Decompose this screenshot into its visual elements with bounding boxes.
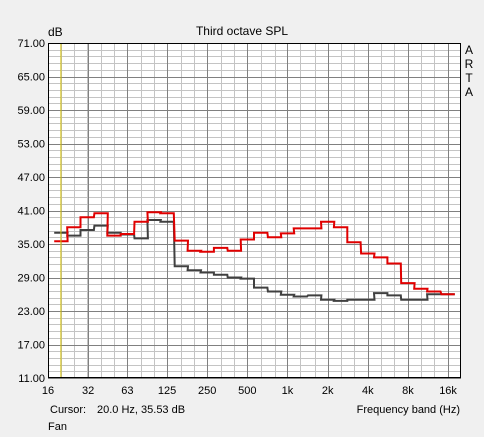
y-tick-label: 11.00 bbox=[18, 373, 45, 385]
x-tick-labels: 16 32 63 125 250 500 1k 2k 4k 8k 16k bbox=[42, 385, 458, 397]
y-tick-label: 29.00 bbox=[17, 273, 45, 285]
series-group bbox=[54, 211, 455, 302]
x-tick-label: 16 bbox=[42, 385, 54, 397]
x-tick-label: 32 bbox=[82, 385, 94, 397]
cursor-readout: 20.0 Hz, 35.53 dB bbox=[97, 404, 186, 416]
y-tick-label: 59.00 bbox=[17, 105, 45, 117]
y-tick-label: 71.00 bbox=[17, 38, 45, 50]
x-tick-label: 125 bbox=[158, 385, 176, 397]
grid-lines bbox=[48, 43, 461, 379]
y-tick-labels: 71.00 65.00 59.00 53.00 47.00 41.00 35.00 29.00… bbox=[17, 38, 45, 385]
arta-watermark: ARTA bbox=[464, 43, 474, 99]
x-tick-label: 4k bbox=[362, 385, 374, 397]
x-tick-label: 500 bbox=[238, 385, 256, 397]
y-tick-label: 65.00 bbox=[17, 72, 45, 84]
measurement-name: Fan bbox=[48, 421, 67, 433]
x-tick-label: 250 bbox=[198, 385, 216, 397]
x-tick-label: 8k bbox=[402, 385, 414, 397]
cursor-label: Cursor: bbox=[50, 404, 87, 416]
x-tick-label: 63 bbox=[121, 385, 133, 397]
x-tick-label: 1k bbox=[282, 385, 294, 397]
y-tick-label: 53.00 bbox=[17, 139, 45, 151]
y-tick-label: 17.00 bbox=[17, 340, 45, 352]
y-axis-label: dB bbox=[48, 25, 63, 39]
y-tick-label: 41.00 bbox=[17, 206, 45, 218]
y-tick-label: 35.00 bbox=[17, 239, 45, 251]
y-tick-label: 23.00 bbox=[17, 306, 45, 318]
plot-background bbox=[48, 43, 461, 378]
x-axis-label: Frequency band (Hz) bbox=[356, 404, 460, 416]
y-tick-label: 47.00 bbox=[17, 172, 45, 184]
x-tick-label: 16k bbox=[439, 385, 457, 397]
chart-title: Third octave SPL bbox=[195, 24, 289, 38]
series-line bbox=[54, 211, 455, 296]
x-tick-label: 2k bbox=[322, 385, 334, 397]
plot-frame bbox=[48, 43, 461, 378]
